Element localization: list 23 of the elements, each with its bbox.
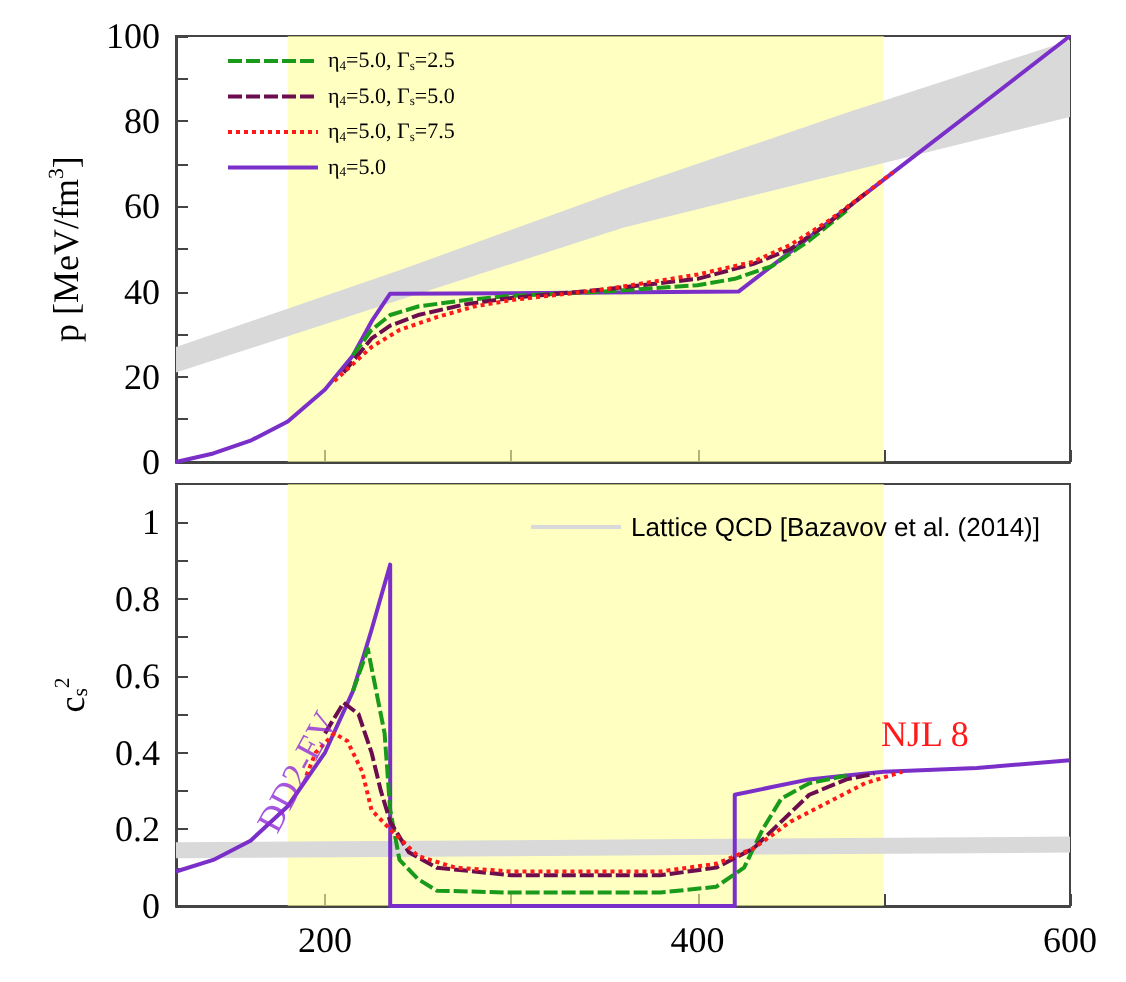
y-tick-label: 60 <box>124 186 160 227</box>
y-tick-label: 40 <box>124 271 160 312</box>
line-series <box>341 191 868 375</box>
y-axis-title: p [MeV/fm3] <box>45 156 87 342</box>
y-tick-label: 0 <box>142 442 160 482</box>
y-tick-label: 0.2 <box>115 809 160 850</box>
line-series <box>350 208 849 358</box>
line-series <box>174 34 1072 464</box>
y-tick-label: 0 <box>142 886 160 926</box>
y-tick-label: 80 <box>124 101 160 142</box>
x-tick-label: 400 <box>670 920 725 960</box>
y-tick-label: 100 <box>106 16 160 56</box>
y-tick-label: 0.6 <box>115 655 160 696</box>
x-tick-label: 600 <box>1043 920 1097 960</box>
x-tick-label: 200 <box>298 920 352 960</box>
y-tick-label: 20 <box>124 356 160 397</box>
y-tick-label: 0.4 <box>115 732 160 773</box>
y-tick-label: 1 <box>142 502 160 543</box>
y-axis-title: cs2 <box>51 677 93 713</box>
y-tick-label: 0.8 <box>115 579 160 620</box>
line-series <box>350 646 849 895</box>
annotation: NJL 8 <box>881 714 969 754</box>
legend-label: Lattice QCD [Bazavov et al. (2014)] <box>631 512 1040 542</box>
